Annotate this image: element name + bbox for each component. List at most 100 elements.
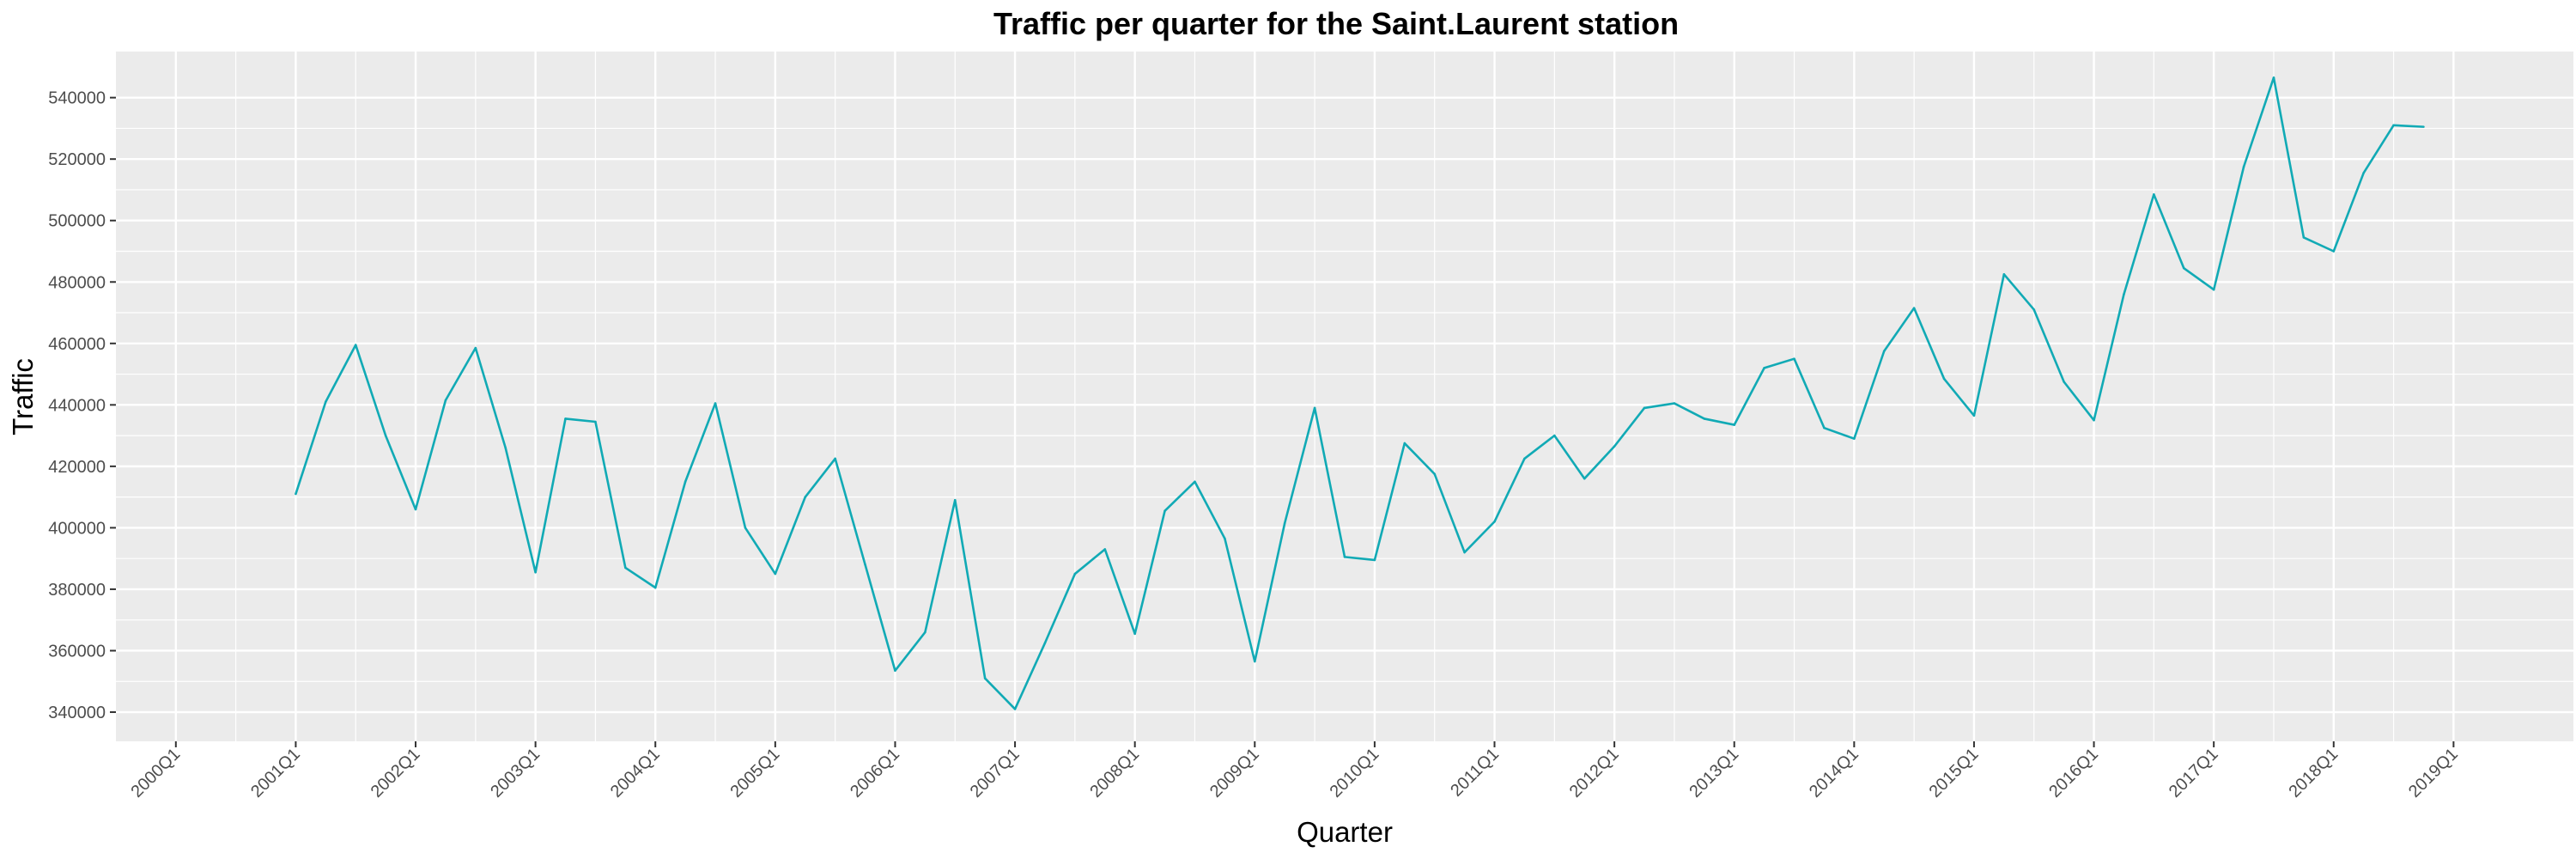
x-tick-label: 2010Q1 [1327,745,1383,801]
x-tick-label: 2011Q1 [1447,745,1503,801]
line-segment [2032,308,2065,383]
y-tick-label: 400000 [48,519,106,538]
line-segment [1882,307,1916,353]
line-segment [744,527,777,576]
line-segment [1343,556,1376,562]
line-segment [2302,236,2336,253]
line-segment [1133,509,1166,636]
line-segment [1013,642,1047,710]
grid-minor [116,52,2573,741]
x-tick-label: 2007Q1 [967,745,1024,801]
x-tick-label: 2003Q1 [487,745,544,801]
line-segment [2242,76,2275,168]
line-segment [834,457,866,566]
x-axis: 2000Q1 2001Q1 2002Q1 2003Q1 2004Q1 2005Q1 2006… [127,741,2462,801]
line-segment [1733,367,1765,426]
x-tick-label: 2019Q1 [2405,745,2462,801]
line-segment [564,417,597,423]
line-segment [295,400,327,496]
x-tick-label: 2015Q1 [1926,745,1983,801]
y-axis-title: Traffic [7,358,39,436]
line-segment [2212,165,2245,291]
line-segment [804,457,836,498]
y-tick-label: 520000 [48,150,106,169]
line-segment [1373,442,1406,562]
data-lines [295,76,2425,710]
line-segment [774,496,807,576]
line-segment [2272,76,2306,239]
line-segment [1433,472,1466,554]
x-axis-title: Quarter [1297,816,1393,848]
line-segment [1912,307,1946,381]
line-segment [1403,442,1437,476]
y-tick-label: 540000 [48,89,106,108]
line-segment [1523,434,1556,460]
line-segment [2093,293,2125,422]
x-tick-label: 2001Q1 [247,745,304,801]
y-tick-label: 500000 [48,212,106,231]
x-tick-label: 2014Q1 [1806,745,1862,801]
x-tick-label: 2005Q1 [727,745,784,801]
line-segment [2063,381,2095,422]
line-segment [1703,417,1736,426]
y-tick-label: 380000 [48,581,106,600]
line-segment [1583,445,1616,480]
line-segment [624,566,657,589]
line-segment [444,346,477,402]
line-segment [1224,537,1256,663]
line-segment [2153,193,2185,270]
line-segment [1073,548,1107,576]
line-segment [1823,426,1856,440]
line-segment [504,447,537,574]
x-tick-label: 2002Q1 [368,745,424,801]
line-segment [1613,406,1646,448]
line-segment [474,346,507,449]
line-segment [2332,171,2365,253]
line-segment [1673,402,1706,420]
y-tick-label: 480000 [48,273,106,292]
line-segment [1972,273,2006,417]
line-segment [325,344,357,404]
x-tick-label: 2006Q1 [847,745,903,801]
line-segment [894,631,927,673]
line-segment [2392,124,2425,128]
line-segment [384,434,417,511]
line-segment [1253,521,1286,663]
x-tick-label: 2009Q1 [1206,745,1263,801]
line-segment [1103,548,1136,636]
line-segment [714,402,747,529]
line-segment [2362,124,2395,174]
y-tick-label: 420000 [48,458,106,477]
y-tick-label: 460000 [48,335,106,354]
line-segment [953,498,987,679]
line-segment [1163,480,1196,513]
x-tick-label: 2013Q1 [1686,745,1742,801]
x-tick-label: 2018Q1 [2285,745,2342,801]
line-segment [2182,266,2215,291]
y-tick-label: 340000 [48,704,106,722]
line-segment [414,399,447,511]
line-segment [983,677,1017,710]
line-segment [1853,350,1886,440]
line-segment [354,344,387,437]
line-segment [1313,406,1346,558]
y-axis: 340000 360000 380000 400000 420000 440000 4600… [48,89,116,722]
line-segment [1793,357,1826,430]
line-segment [864,564,896,673]
line-segment [2123,193,2155,295]
line-segment [1493,457,1526,523]
x-tick-label: 2017Q1 [2166,745,2222,801]
line-segment [1194,480,1226,540]
chart-title: Traffic per quarter for the Saint.Lauren… [993,6,1679,41]
line-segment [1553,434,1586,480]
x-tick-label: 2004Q1 [607,745,664,801]
line-segment [924,498,957,634]
line-segment [1763,357,1795,369]
y-tick-label: 360000 [48,642,106,661]
line-segment [2002,273,2036,311]
y-tick-label: 440000 [48,396,106,415]
plot-panel [116,52,2573,741]
line-segment [534,417,567,574]
line-segment [1043,572,1077,644]
